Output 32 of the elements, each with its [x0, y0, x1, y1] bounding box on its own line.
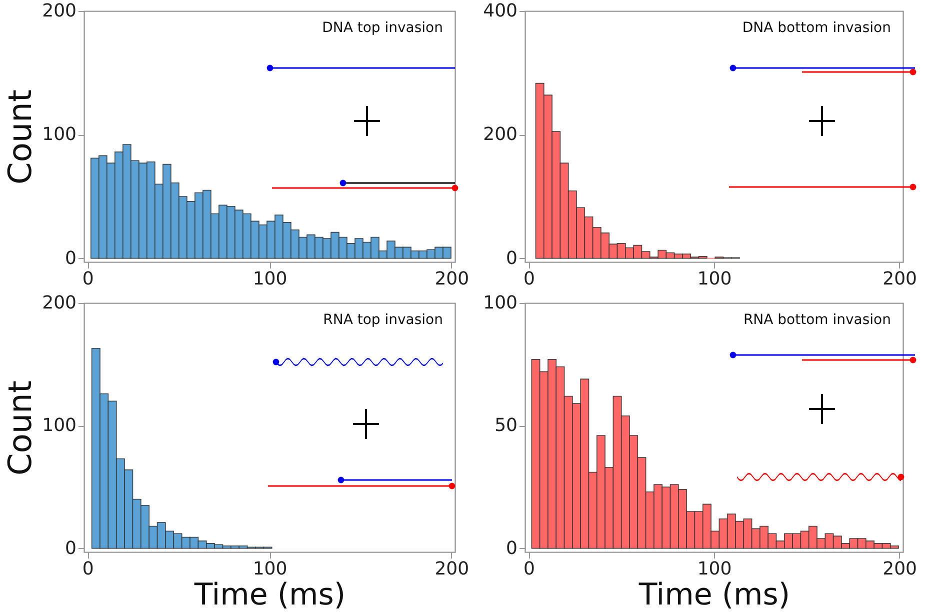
y-tick-label: 0 [65, 538, 76, 559]
x-tick-label: 200 [434, 558, 470, 580]
y-tick-label: 100 [42, 124, 76, 146]
annotation: DNA top invasion [322, 20, 443, 36]
x-tick-label: 100 [252, 268, 288, 290]
y-tick-label: 200 [42, 0, 76, 22]
y-tick-label: 50 [494, 415, 518, 436]
x-tick-label: 0 [523, 268, 535, 290]
y-tick-label: 200 [483, 124, 518, 146]
y-tick-label: 100 [42, 415, 76, 436]
x-tick-label: 100 [252, 558, 288, 580]
x-tick-label: 0 [523, 558, 535, 580]
x-tick-label: 100 [697, 268, 732, 290]
y-axis-title: Count [1, 89, 40, 185]
y-tick-label: 200 [42, 292, 76, 314]
x-tick-label: 200 [882, 558, 917, 580]
x-tick-label: 200 [882, 268, 917, 290]
x-tick-label: 100 [697, 558, 732, 580]
y-tick-label: 100 [483, 292, 518, 314]
y-tick-label: 400 [483, 0, 518, 22]
annotation: DNA bottom invasion [742, 20, 891, 36]
y-tick-label: 0 [65, 248, 76, 269]
x-tick-label: 0 [82, 558, 94, 580]
y-tick-label: 0 [506, 538, 518, 559]
x-axis-title: Time (ms) [638, 578, 790, 612]
x-axis-title: Time (ms) [193, 578, 346, 612]
annotation: RNA top invasion [323, 312, 443, 328]
y-tick-label: 0 [506, 248, 518, 269]
x-tick-label: 0 [82, 268, 94, 290]
x-tick-label: 200 [434, 268, 470, 290]
annotation: RNA bottom invasion [743, 312, 891, 328]
y-axis-title: Count [1, 380, 40, 476]
